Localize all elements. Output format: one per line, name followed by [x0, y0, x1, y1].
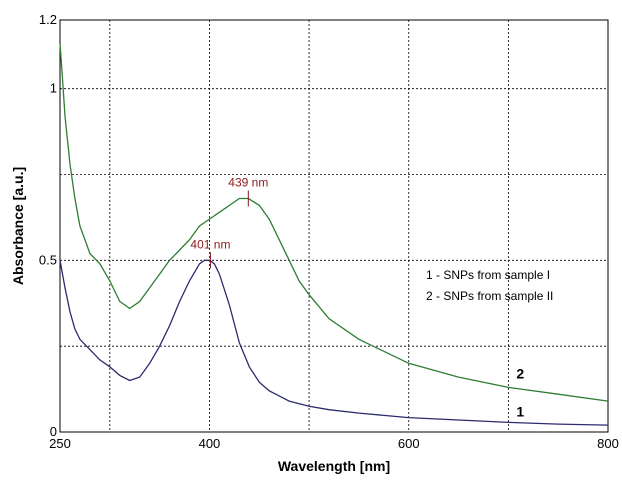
legend: 1 - SNPs from sample I 2 - SNPs from sam…	[426, 268, 553, 303]
y-tick-label: 1	[50, 81, 57, 96]
y-axis-label: Absorbance [a.u.]	[10, 167, 26, 285]
curve-label-1: 1	[516, 403, 524, 419]
x-tick-label: 600	[398, 436, 420, 451]
annotations: 439 nm 401 nm 2 1	[190, 176, 524, 420]
legend-entry-2: 2 - SNPs from sample II	[426, 289, 553, 303]
series-group	[59, 43, 609, 426]
curve-label-2: 2	[516, 366, 524, 382]
x-axis-label: Wavelength [nm]	[278, 458, 390, 474]
x-tick-label: 250	[49, 436, 71, 451]
ticks: 250 400 600 800 0 0.5 1 1.2	[39, 12, 619, 451]
series-line-2	[59, 43, 609, 402]
y-tick-label: 1.2	[39, 12, 57, 27]
x-tick-label: 800	[597, 436, 619, 451]
legend-entry-1: 1 - SNPs from sample I	[426, 268, 550, 282]
x-tick-label: 400	[199, 436, 221, 451]
series-line-1	[59, 259, 609, 426]
grid	[60, 20, 608, 432]
y-tick-label: 0.5	[39, 252, 57, 267]
peak-label: 401 nm	[190, 237, 230, 251]
peak-label: 439 nm	[228, 176, 268, 190]
y-tick-label: 0	[50, 424, 57, 439]
plot-frame	[59, 19, 609, 433]
